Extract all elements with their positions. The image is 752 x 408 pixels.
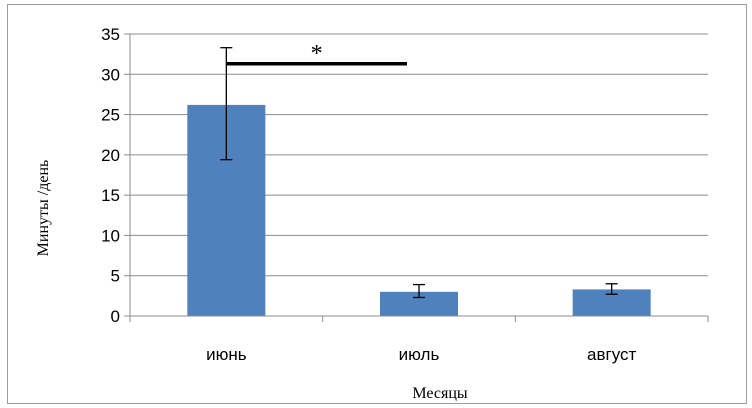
significance-star: * [311,41,323,67]
error-bar [220,47,233,161]
y-tick-label: 20 [101,146,120,165]
y-tick-label: 30 [101,65,120,84]
x-tick-label: июль [399,345,440,364]
significance-annotation: * [226,41,407,67]
error-bars [220,47,618,299]
y-tick-label: 5 [111,267,120,286]
y-tick-label: 0 [111,307,120,326]
y-tick-label: 15 [101,186,120,205]
x-tick-label: июнь [206,345,247,364]
error-bar [605,283,618,295]
x-tick-label: август [587,345,636,364]
y-tick-label: 25 [101,106,120,125]
axes: 0 5 10 15 20 25 30 35 июнь июль август [101,25,709,364]
y-tick-label: 10 [101,226,120,245]
error-bar [413,283,425,299]
y-tick-label: 35 [101,25,120,44]
x-axis-title: Месяцы [412,385,468,402]
y-axis-title: Минуты /день [35,160,52,257]
